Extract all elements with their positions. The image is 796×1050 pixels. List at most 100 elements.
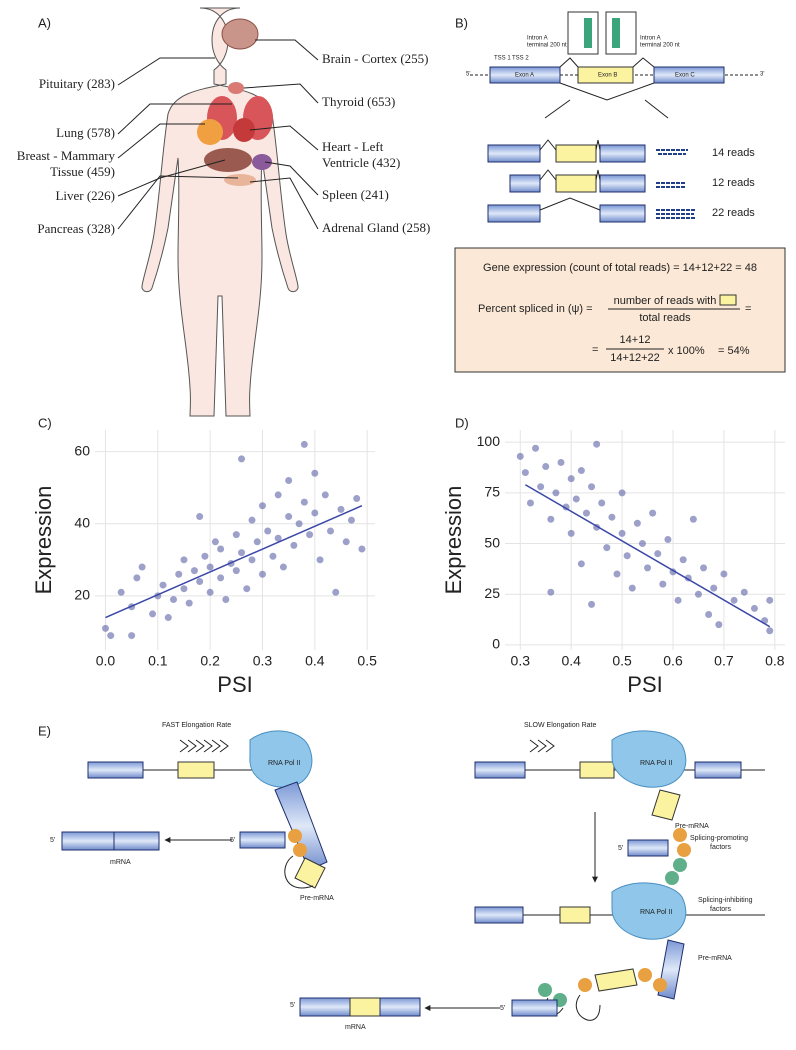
point <box>248 516 256 524</box>
point <box>342 538 350 546</box>
point <box>306 531 314 539</box>
point <box>582 509 590 517</box>
point <box>117 588 125 596</box>
organ-label: Breast - Mammary <box>17 148 116 163</box>
point <box>644 564 652 572</box>
end: 3' <box>760 72 764 78</box>
mrna: mRNA <box>110 859 131 866</box>
point <box>238 455 246 463</box>
organ-label: Adrenal Gland (258) <box>322 220 430 235</box>
point <box>623 552 631 560</box>
point <box>128 632 136 640</box>
pol-label: RNA Pol II <box>268 760 300 767</box>
panel-e: E) FAST Elongation Rate RNA Pol II 5' Pr… <box>38 722 765 1031</box>
y-tick-label: 0 <box>492 636 500 652</box>
point <box>552 489 560 497</box>
point <box>715 621 723 629</box>
point <box>206 588 214 596</box>
x-tick-label: 0.2 <box>200 653 220 669</box>
reads: 22 reads <box>712 207 755 219</box>
x-tick-label: 0.6 <box>663 653 683 669</box>
formula: Percent spliced in (ψ) = <box>478 303 593 315</box>
point <box>327 527 335 535</box>
brain <box>221 18 259 50</box>
point <box>358 545 366 553</box>
point <box>638 540 646 548</box>
x-tick-label: 0.4 <box>305 653 325 669</box>
y-axis-label: Expression <box>31 486 56 595</box>
five: 5' <box>618 845 623 852</box>
x-tick-label: 0.5 <box>612 653 632 669</box>
x-tick-label: 0.1 <box>148 653 168 669</box>
y-tick-label: 50 <box>484 534 500 550</box>
point <box>170 596 178 604</box>
point <box>274 491 282 499</box>
point <box>101 624 109 632</box>
point <box>618 529 626 537</box>
point <box>316 556 324 564</box>
organ-label: Ventricle (432) <box>322 155 400 170</box>
x-tick-label: 0.8 <box>765 653 785 669</box>
pol-label: RNA Pol II <box>640 760 672 767</box>
organ-label: Lung (578) <box>56 125 115 140</box>
point <box>674 596 682 604</box>
point <box>598 499 606 507</box>
organ-label: Pancreas (328) <box>37 221 115 236</box>
point <box>248 556 256 564</box>
trend-line <box>524 484 771 628</box>
point <box>740 588 748 596</box>
point <box>243 585 251 593</box>
y-tick-label: 100 <box>477 433 501 449</box>
pre: Pre-mRNA <box>698 955 732 962</box>
point <box>588 600 596 608</box>
exon-label: Exon A <box>515 73 534 79</box>
point <box>588 483 596 491</box>
point <box>332 588 340 596</box>
point <box>201 552 209 560</box>
point <box>196 577 204 585</box>
body <box>141 7 299 417</box>
panel-label: B) <box>455 15 468 30</box>
point <box>321 491 329 499</box>
formula: = 54% <box>718 345 750 357</box>
point <box>300 498 308 506</box>
point <box>664 535 672 543</box>
heart <box>233 118 255 142</box>
point <box>311 509 319 517</box>
pol <box>249 730 313 788</box>
tss: TSS 1 <box>494 56 511 62</box>
formula: number of reads with <box>614 295 717 307</box>
pre: Pre-mRNA <box>675 823 709 830</box>
point <box>603 544 611 552</box>
isoforms <box>487 139 696 223</box>
point <box>337 505 345 513</box>
point <box>222 596 230 604</box>
x-axis-label: PSI <box>627 672 662 697</box>
point <box>311 469 319 477</box>
factors: Splicing-promoting <box>690 835 748 842</box>
organ-label: Tissue (459) <box>50 164 115 179</box>
point <box>185 599 193 607</box>
five: 5' <box>50 837 55 844</box>
mrna: mRNA <box>345 1024 366 1031</box>
y-tick-label: 20 <box>74 587 90 603</box>
intron-label: Intron A <box>640 36 661 42</box>
formula: x 100% <box>668 345 705 357</box>
point <box>577 560 585 568</box>
reads: 14 reads <box>712 147 755 159</box>
point <box>107 632 115 640</box>
organ-label: Spleen (241) <box>322 187 389 202</box>
x-axis-label: PSI <box>217 672 252 697</box>
point <box>613 570 621 578</box>
charts: C) 0.0 0.1 0.2 0.3 0.4 0.5 20 40 60 PSI Expression D… <box>31 415 785 697</box>
point <box>258 570 266 578</box>
rate: FAST Elongation Rate <box>162 722 231 729</box>
point <box>269 552 277 560</box>
point <box>175 570 183 578</box>
panel-a: A) Pituitary (283) Lung (578) Breast - M… <box>17 7 430 417</box>
end: 5' <box>466 72 470 78</box>
intron-label: terminal 200 nt <box>640 43 680 49</box>
reads: 12 reads <box>712 177 755 189</box>
x-tick-label: 0.5 <box>357 653 377 669</box>
point <box>700 564 708 572</box>
